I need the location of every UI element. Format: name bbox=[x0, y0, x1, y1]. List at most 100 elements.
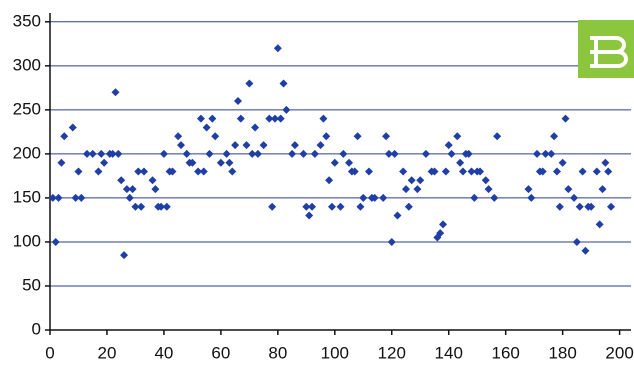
point bbox=[242, 141, 251, 150]
point bbox=[182, 149, 191, 158]
point bbox=[484, 185, 493, 194]
point bbox=[481, 176, 490, 185]
point bbox=[458, 167, 467, 176]
point bbox=[399, 167, 408, 176]
point bbox=[470, 193, 479, 202]
point bbox=[111, 88, 120, 97]
point bbox=[327, 202, 336, 211]
point bbox=[558, 158, 567, 167]
point bbox=[416, 176, 425, 185]
point bbox=[364, 167, 373, 176]
point bbox=[48, 193, 57, 202]
point bbox=[139, 167, 148, 176]
point bbox=[305, 211, 314, 220]
point bbox=[384, 149, 393, 158]
point bbox=[316, 141, 325, 150]
point bbox=[122, 185, 131, 194]
point bbox=[233, 97, 242, 106]
point bbox=[547, 149, 556, 158]
point bbox=[188, 158, 197, 167]
point bbox=[114, 149, 123, 158]
point bbox=[592, 167, 601, 176]
point bbox=[202, 123, 211, 132]
point bbox=[265, 114, 274, 123]
point bbox=[137, 202, 146, 211]
point bbox=[541, 149, 550, 158]
point bbox=[447, 149, 456, 158]
point bbox=[404, 202, 413, 211]
point bbox=[393, 211, 402, 220]
point bbox=[216, 158, 225, 167]
point bbox=[117, 176, 126, 185]
point bbox=[587, 202, 596, 211]
point bbox=[595, 220, 604, 229]
point bbox=[236, 114, 245, 123]
point bbox=[108, 149, 117, 158]
point bbox=[248, 149, 257, 158]
point bbox=[353, 132, 362, 141]
point bbox=[71, 193, 80, 202]
point bbox=[350, 167, 359, 176]
point bbox=[390, 149, 399, 158]
point bbox=[60, 132, 69, 141]
point bbox=[308, 202, 317, 211]
point bbox=[441, 167, 450, 176]
point bbox=[208, 114, 217, 123]
point bbox=[54, 193, 63, 202]
x-tick-label: 0 bbox=[45, 343, 54, 362]
point bbox=[177, 141, 186, 150]
point bbox=[330, 158, 339, 167]
point bbox=[490, 193, 499, 202]
point bbox=[319, 114, 328, 123]
point bbox=[120, 251, 129, 260]
point bbox=[527, 193, 536, 202]
point bbox=[222, 149, 231, 158]
point bbox=[598, 185, 607, 194]
point bbox=[159, 149, 168, 158]
point bbox=[162, 202, 171, 211]
point bbox=[97, 149, 106, 158]
logo bbox=[578, 20, 634, 78]
point bbox=[57, 158, 66, 167]
point bbox=[157, 202, 166, 211]
point bbox=[194, 167, 203, 176]
point bbox=[550, 132, 559, 141]
y-tick-label: 200 bbox=[13, 143, 41, 162]
x-tick-label: 180 bbox=[548, 343, 576, 362]
x-tick-label: 160 bbox=[491, 343, 519, 362]
point bbox=[413, 185, 422, 194]
point bbox=[196, 114, 205, 123]
point bbox=[205, 149, 214, 158]
point bbox=[533, 149, 542, 158]
point bbox=[379, 193, 388, 202]
point bbox=[493, 132, 502, 141]
y-tick-label: 150 bbox=[13, 187, 41, 206]
point bbox=[601, 158, 610, 167]
x-tick-label: 100 bbox=[321, 343, 349, 362]
y-tick-label: 250 bbox=[13, 99, 41, 118]
point bbox=[148, 176, 157, 185]
point bbox=[100, 158, 109, 167]
point bbox=[607, 202, 616, 211]
point bbox=[151, 185, 160, 194]
y-tick-label: 300 bbox=[13, 55, 41, 74]
point bbox=[555, 202, 564, 211]
point bbox=[168, 167, 177, 176]
x-tick-label: 80 bbox=[268, 343, 287, 362]
point bbox=[524, 185, 533, 194]
point bbox=[270, 114, 279, 123]
point bbox=[387, 237, 396, 246]
x-tick-label: 40 bbox=[154, 343, 173, 362]
point bbox=[570, 193, 579, 202]
point bbox=[245, 79, 254, 88]
point bbox=[253, 149, 262, 158]
point bbox=[259, 141, 268, 150]
point bbox=[538, 167, 547, 176]
point bbox=[299, 149, 308, 158]
y-tick-label: 100 bbox=[13, 231, 41, 250]
point bbox=[359, 193, 368, 202]
point bbox=[268, 202, 277, 211]
x-tick-label: 140 bbox=[435, 343, 463, 362]
point bbox=[430, 167, 439, 176]
